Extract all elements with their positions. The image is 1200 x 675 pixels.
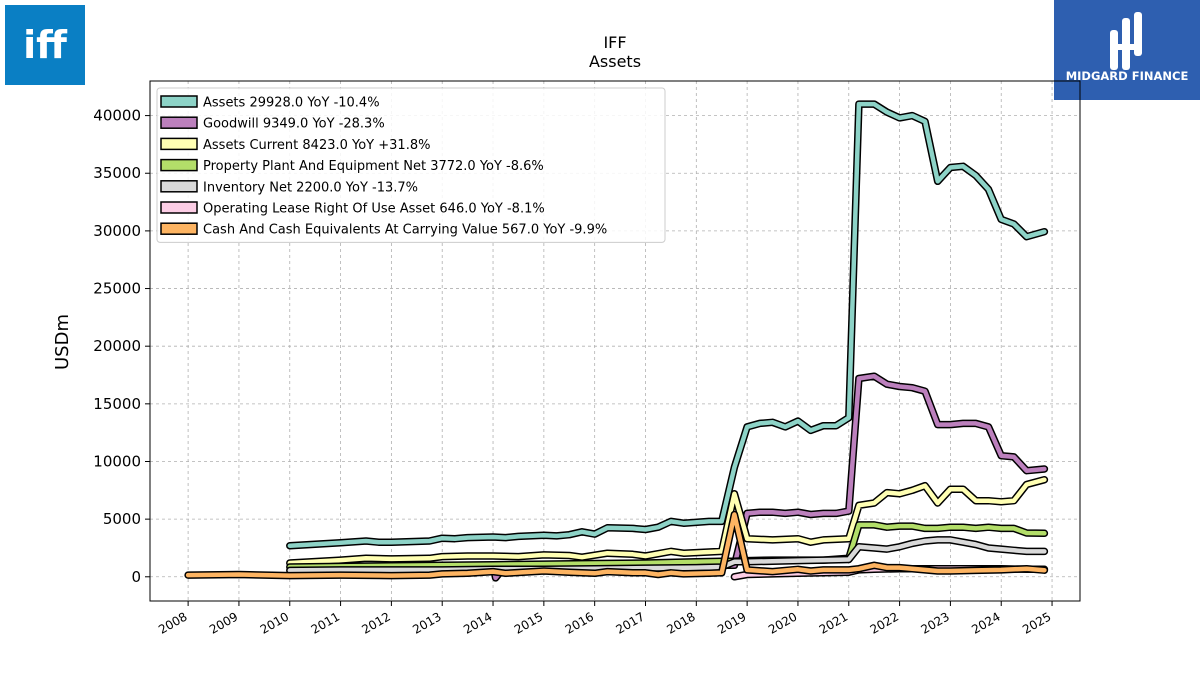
x-tick-label: 2010 — [258, 609, 291, 636]
y-tick-label: 25000 — [93, 280, 141, 298]
midgard-finance-logo: MIDGARD FINANCE — [1054, 0, 1200, 100]
x-tick-label: 2022 — [868, 609, 901, 636]
x-tick-label: 2025 — [1020, 609, 1053, 636]
legend-label: Assets Current 8423.0 YoY +31.8% — [203, 138, 430, 153]
y-tick-label: 0 — [131, 568, 141, 586]
y-tick-label: 30000 — [93, 222, 141, 240]
x-tick-label: 2012 — [359, 609, 392, 636]
y-tick-label: 15000 — [93, 395, 141, 413]
iff-logo: iff — [5, 5, 85, 85]
legend-item-operating-lease-right-of-use-asset: Operating Lease Right Of Use Asset 646.0… — [160, 201, 545, 217]
y-tick-label: 5000 — [103, 510, 141, 528]
midgard-logo-text: MIDGARD FINANCE — [1066, 69, 1189, 83]
chart-title: IFF — [603, 33, 626, 52]
y-tick-label: 40000 — [93, 107, 141, 125]
legend-swatch — [160, 222, 198, 235]
y-tick-label: 10000 — [93, 452, 141, 470]
x-tick-label: 2021 — [817, 609, 850, 636]
legend-label: Inventory Net 2200.0 YoY -13.7% — [203, 180, 418, 195]
series-line — [287, 477, 1047, 566]
legend-item-cash-and-cash-equivalents-at-carrying-value: Cash And Cash Equivalents At Carrying Va… — [160, 222, 607, 238]
legend-item-goodwill: Goodwill 9349.0 YoY -28.3% — [160, 116, 385, 132]
legend-label: Assets 29928.0 YoY -10.4% — [203, 96, 380, 111]
iff-logo-background — [5, 5, 85, 85]
x-tick-label: 2008 — [156, 609, 189, 636]
x-tick-label: 2011 — [309, 609, 342, 636]
y-axis-label: USDm — [52, 314, 73, 370]
legend-label: Operating Lease Right Of Use Asset 646.0… — [203, 202, 545, 217]
series-assets-current — [286, 475, 1049, 567]
legend-swatch — [160, 137, 198, 151]
x-tick-label: 2014 — [461, 609, 494, 636]
x-tick-label: 2018 — [664, 609, 697, 636]
y-tick-label: 35000 — [93, 164, 141, 182]
legend-box — [156, 87, 666, 243]
x-tick-label: 2024 — [969, 609, 1002, 636]
legend: Assets 29928.0 YoY -10.4% Goodwill 9349.0… — [156, 87, 666, 243]
legend-label: Cash And Cash Equivalents At Carrying Va… — [203, 223, 607, 238]
x-tick-label: 2015 — [512, 609, 545, 636]
legend-label: Goodwill 9349.0 YoY -28.3% — [203, 117, 385, 132]
legend-item-property-plant-and-equipment-net: Property Plant And Equipment Net 3772.0 … — [160, 158, 544, 174]
legend-item-assets-current: Assets Current 8423.0 YoY +31.8% — [160, 137, 430, 153]
legend-item-assets: Assets 29928.0 YoY -10.4% — [160, 95, 380, 111]
iff-logo-text: iff — [23, 23, 68, 67]
legend-swatch — [160, 158, 198, 172]
chart-subtitle: Assets — [589, 52, 641, 71]
legend-swatch — [160, 180, 198, 193]
plot-frame — [149, 80, 1081, 602]
y-tick-label: 20000 — [93, 337, 141, 355]
legend-swatch — [160, 201, 198, 214]
x-tick-label: 2013 — [410, 609, 443, 636]
x-tick-label: 2019 — [715, 609, 748, 636]
x-tick-label: 2023 — [918, 609, 951, 636]
x-tick-label: 2009 — [207, 609, 240, 636]
legend-item-inventory-net: Inventory Net 2200.0 YoY -13.7% — [160, 180, 418, 195]
series-assets — [286, 100, 1049, 550]
legend-swatch — [160, 116, 198, 129]
legend-swatch — [160, 95, 198, 108]
x-tick-label: 2016 — [563, 609, 596, 636]
series-layer — [184, 100, 1049, 582]
x-tick-label: 2017 — [614, 609, 647, 636]
legend-label: Property Plant And Equipment Net 3772.0 … — [203, 159, 544, 174]
series-line — [185, 512, 1047, 578]
series-cash-and-cash-equivalents-at-carrying-value — [184, 510, 1049, 580]
x-tick-label: 2020 — [766, 609, 799, 636]
midgard-emblem-icon — [1110, 12, 1142, 70]
series-line — [287, 101, 1047, 548]
